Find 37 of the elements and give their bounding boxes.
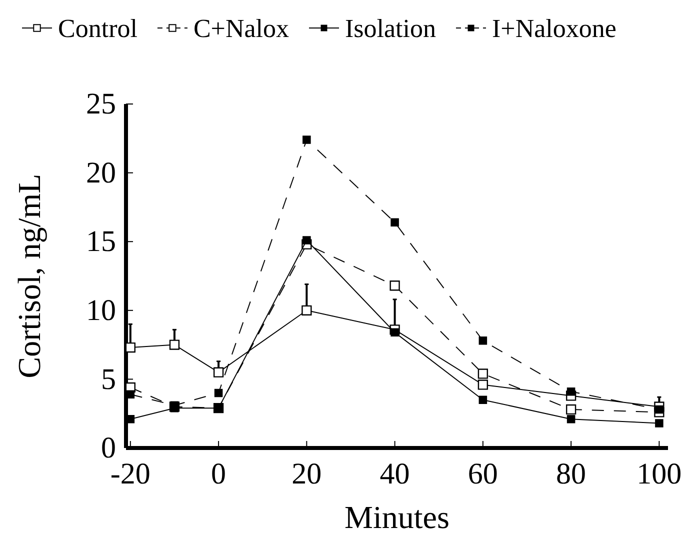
x-tick-label: 0 — [211, 457, 226, 490]
x-tick-label: 40 — [380, 457, 410, 490]
point — [478, 368, 488, 379]
legend-label: Control — [58, 14, 138, 43]
point — [655, 419, 664, 428]
point — [478, 336, 488, 345]
point — [390, 280, 400, 291]
point — [566, 414, 576, 424]
point — [390, 218, 399, 226]
point — [655, 405, 664, 414]
point — [126, 390, 135, 398]
x-tick-label: 20 — [292, 457, 322, 490]
y-tick-label: 10 — [86, 294, 116, 327]
point — [169, 340, 180, 350]
point — [302, 236, 311, 244]
y-tick-label: 5 — [101, 362, 116, 396]
y-tick-label: 15 — [86, 225, 116, 258]
point — [125, 342, 136, 353]
x-tick-label: 80 — [556, 457, 586, 490]
point — [566, 387, 576, 396]
point — [302, 136, 311, 144]
point — [302, 305, 312, 316]
point — [213, 367, 224, 378]
x-tick-label: 100 — [636, 457, 682, 490]
y-axis-title: Cortisol, ng/mL — [11, 174, 47, 378]
point — [478, 396, 488, 404]
point — [478, 380, 488, 390]
point — [566, 404, 576, 415]
point — [390, 328, 399, 337]
x-tick-label: 60 — [468, 457, 498, 490]
legend-label: Isolation — [345, 14, 436, 43]
y-tick-label: 25 — [86, 88, 116, 121]
legend-label: I+Naloxone — [492, 14, 616, 43]
x-axis-title: Minutes — [344, 499, 450, 535]
legend-label: C+Nalox — [193, 14, 289, 43]
y-tick-label: 20 — [86, 156, 116, 190]
point — [214, 388, 223, 398]
